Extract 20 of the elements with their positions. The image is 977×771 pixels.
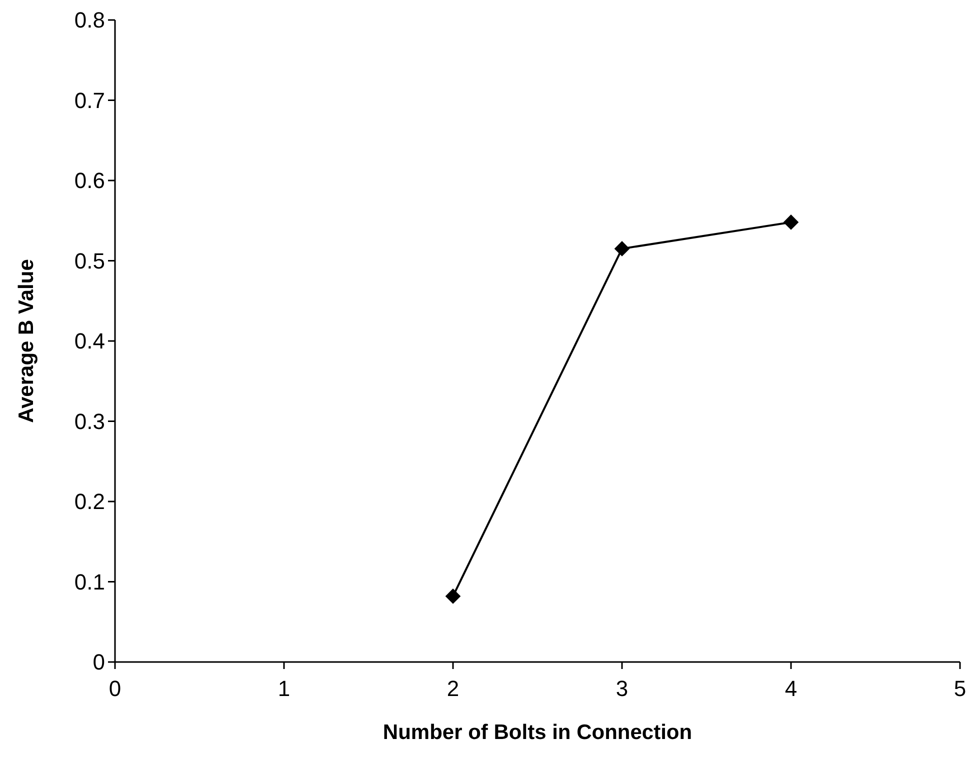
y-tick-label: 0.7 [74, 88, 105, 113]
x-tick-label: 5 [954, 676, 966, 701]
x-tick-label: 2 [446, 676, 460, 701]
x-axis-title: Number of Bolts in Connection [382, 721, 692, 744]
y-tick-label: 0.6 [74, 168, 105, 194]
x-tick-label: 3 [616, 676, 628, 701]
x-tick-label: 0 [108, 676, 122, 701]
y-tick-label: 0.3 [74, 408, 105, 434]
y-tick-label: 0.1 [74, 569, 105, 594]
x-tick-label: 4 [784, 676, 798, 701]
y-tick-label: 0 [92, 650, 105, 675]
point [445, 588, 461, 604]
y-tick-label: 0.4 [74, 328, 105, 354]
y-axis-title: Average B Value [15, 259, 38, 423]
y-tick-label: 0.8 [74, 8, 105, 33]
y-tick-label: 0.5 [74, 248, 105, 274]
point [783, 214, 799, 230]
x-tick-label: 1 [278, 676, 290, 701]
y-tick-label: 0.2 [74, 489, 105, 514]
point [614, 241, 630, 256]
